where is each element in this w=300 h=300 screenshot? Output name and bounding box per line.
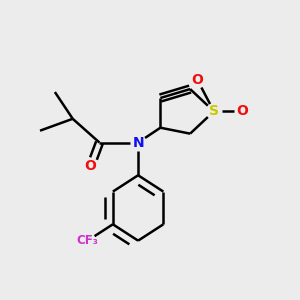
Text: O: O <box>192 73 203 87</box>
Text: N: N <box>132 136 144 150</box>
Text: O: O <box>236 104 248 118</box>
Text: CF₃: CF₃ <box>76 234 98 247</box>
Text: O: O <box>85 159 97 173</box>
Text: S: S <box>209 104 219 118</box>
